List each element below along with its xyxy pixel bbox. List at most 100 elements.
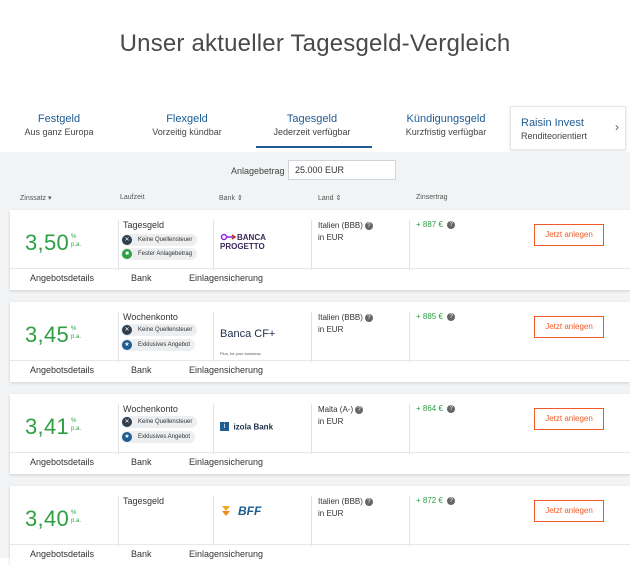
tab-bank[interactable]: Bank <box>131 365 152 375</box>
invest-now-button[interactable]: Jetzt anlegen <box>534 224 604 246</box>
tab-offer-details[interactable]: Angebotsdetails <box>30 273 95 283</box>
currency: in EUR <box>318 233 344 242</box>
currency: in EUR <box>318 325 344 334</box>
interest-amount: + 872 € ? <box>416 496 456 505</box>
sort-icon: ⇕ <box>236 195 243 202</box>
raisin-subtitle: Renditeorientiert <box>521 131 588 141</box>
bff-logo <box>222 506 230 516</box>
tab-deposit-insurance[interactable]: Einlagensicherung <box>189 273 264 283</box>
percent-sign: % <box>71 326 77 332</box>
tab-deposit-insurance[interactable]: Einlagensicherung <box>189 549 264 559</box>
divider <box>213 496 214 546</box>
bank-name: Banca CF+ <box>220 328 276 340</box>
badge-label: Fester Anlagebetrag <box>138 251 193 257</box>
column-header-label: Land <box>318 195 334 202</box>
percent-sign: % <box>71 510 77 516</box>
interest-amount: + 887 € ? <box>416 220 456 229</box>
divider <box>311 312 312 362</box>
interest-rate: 3,50 <box>25 230 70 255</box>
interest-rate: 3,40 <box>25 506 70 531</box>
tab-offer-details[interactable]: Angebotsdetails <box>30 365 95 375</box>
amount-label: Anlagebetrag <box>231 166 285 176</box>
column-header-rate[interactable]: Zinssatz ▾ <box>20 194 52 202</box>
info-icon[interactable]: ? <box>447 496 456 505</box>
product-tabs: Festgeld Aus ganz Europa Flexgeld Vorzei… <box>0 106 630 152</box>
badge-no-withholding-tax: ✕ Keine Quellensteuer <box>121 234 198 246</box>
column-header-bank[interactable]: Bank ⇕ <box>219 194 243 202</box>
tab-festgeld[interactable]: Festgeld Aus ganz Europa <box>24 112 94 139</box>
country-rating: Italien (BBB) <box>318 313 363 322</box>
divider <box>409 220 410 270</box>
interest-value: + 872 € <box>416 496 443 505</box>
interest-rate: 3,45 <box>25 322 70 347</box>
amount-input[interactable] <box>288 160 396 180</box>
info-icon[interactable]: ? <box>364 497 373 506</box>
invest-now-button[interactable]: Jetzt anlegen <box>534 500 604 522</box>
chevron-right-icon: › <box>615 120 619 134</box>
divider <box>213 220 214 270</box>
raisin-invest-card[interactable]: Raisin Invest Renditeorientiert › <box>510 106 626 150</box>
divider <box>409 312 410 362</box>
invest-now-button[interactable]: Jetzt anlegen <box>534 408 604 430</box>
tab-flexgeld[interactable]: Flexgeld Vorzeitig kündbar <box>150 112 224 139</box>
column-header-label: Zinsertrag <box>416 194 448 201</box>
tab-subtitle: Aus ganz Europa <box>24 127 94 137</box>
divider <box>118 312 119 362</box>
tab-offer-details[interactable]: Angebotsdetails <box>30 457 95 467</box>
info-icon[interactable]: ? <box>364 221 373 230</box>
country-info: Malta (A-)? in EUR <box>318 404 364 428</box>
divider <box>311 404 312 454</box>
bank-logo-bff: BFF <box>220 502 272 525</box>
divider <box>118 404 119 454</box>
tab-subtitle: Jederzeit verfügbar <box>273 127 351 137</box>
tab-offer-details[interactable]: Angebotsdetails <box>30 549 95 559</box>
tab-bank[interactable]: Bank <box>131 273 152 283</box>
country-rating: Malta (A-) <box>318 405 354 414</box>
bank-logo-izola: i izola Bank <box>220 418 273 436</box>
currency: in EUR <box>318 417 344 426</box>
tab-deposit-insurance[interactable]: Einlagensicherung <box>189 365 264 375</box>
bank-name: izola Bank <box>233 422 274 432</box>
badge-exclusive-offer: ★ Exklusives Angebot <box>121 339 196 351</box>
tab-deposit-insurance[interactable]: Einlagensicherung <box>189 457 264 467</box>
badge-no-withholding-tax: ✕ Keine Quellensteuer <box>121 416 198 428</box>
tab-bank[interactable]: Bank <box>131 457 152 467</box>
offer-card: 3,41 % p.a. Wochenkonto ✕ Keine Quellenste… <box>10 394 630 474</box>
info-icon[interactable]: ? <box>447 220 456 229</box>
per-annum: p.a. <box>71 518 82 524</box>
badge-label: Exklusives Angebot <box>138 342 191 348</box>
info-icon[interactable]: ? <box>447 312 456 321</box>
bank-logo-banca-progetto: BANCA PROGETTO <box>220 232 282 257</box>
exclusive-icon: ★ <box>122 340 132 350</box>
tab-title: Flexgeld <box>166 113 208 125</box>
badge-no-withholding-tax: ✕ Keine Quellensteuer <box>121 324 198 336</box>
invest-now-button[interactable]: Jetzt anlegen <box>534 316 604 338</box>
rate-unit: % p.a. <box>71 325 81 341</box>
badge-label: Exklusives Angebot <box>138 434 191 440</box>
tab-tagesgeld[interactable]: Tagesgeld Jederzeit verfügbar <box>272 112 352 139</box>
bank-tagline: Plus, for your business. <box>220 351 262 356</box>
divider <box>118 496 119 546</box>
info-icon[interactable]: ? <box>355 405 364 414</box>
divider <box>118 220 119 270</box>
column-header-label: Zinssatz <box>20 195 47 202</box>
tab-bank[interactable]: Bank <box>131 549 152 559</box>
info-icon[interactable]: ? <box>364 313 373 322</box>
raisin-title: Raisin Invest <box>521 117 584 129</box>
divider <box>213 312 214 362</box>
percent-sign: % <box>71 418 77 424</box>
interest-value: + 864 € <box>416 404 443 413</box>
tab-title: Tagesgeld <box>286 113 338 125</box>
product-name: Wochenkonto <box>123 312 178 322</box>
svg-text:BANCA: BANCA <box>237 233 266 242</box>
divider <box>311 496 312 546</box>
column-header-country[interactable]: Land ⇕ <box>318 194 341 202</box>
active-tab-indicator <box>256 146 372 148</box>
interest-value: + 887 € <box>416 220 443 229</box>
tab-kuendigungsgeld[interactable]: Kündigungsgeld Kurzfristig verfügbar <box>398 112 494 139</box>
exclusive-icon: ★ <box>122 432 132 442</box>
info-icon[interactable]: ? <box>447 404 456 413</box>
page-title: Unser aktueller Tagesgeld-Vergleich <box>119 30 511 58</box>
interest-value: + 885 € <box>416 312 443 321</box>
country-info: Italien (BBB)? in EUR <box>318 220 373 244</box>
